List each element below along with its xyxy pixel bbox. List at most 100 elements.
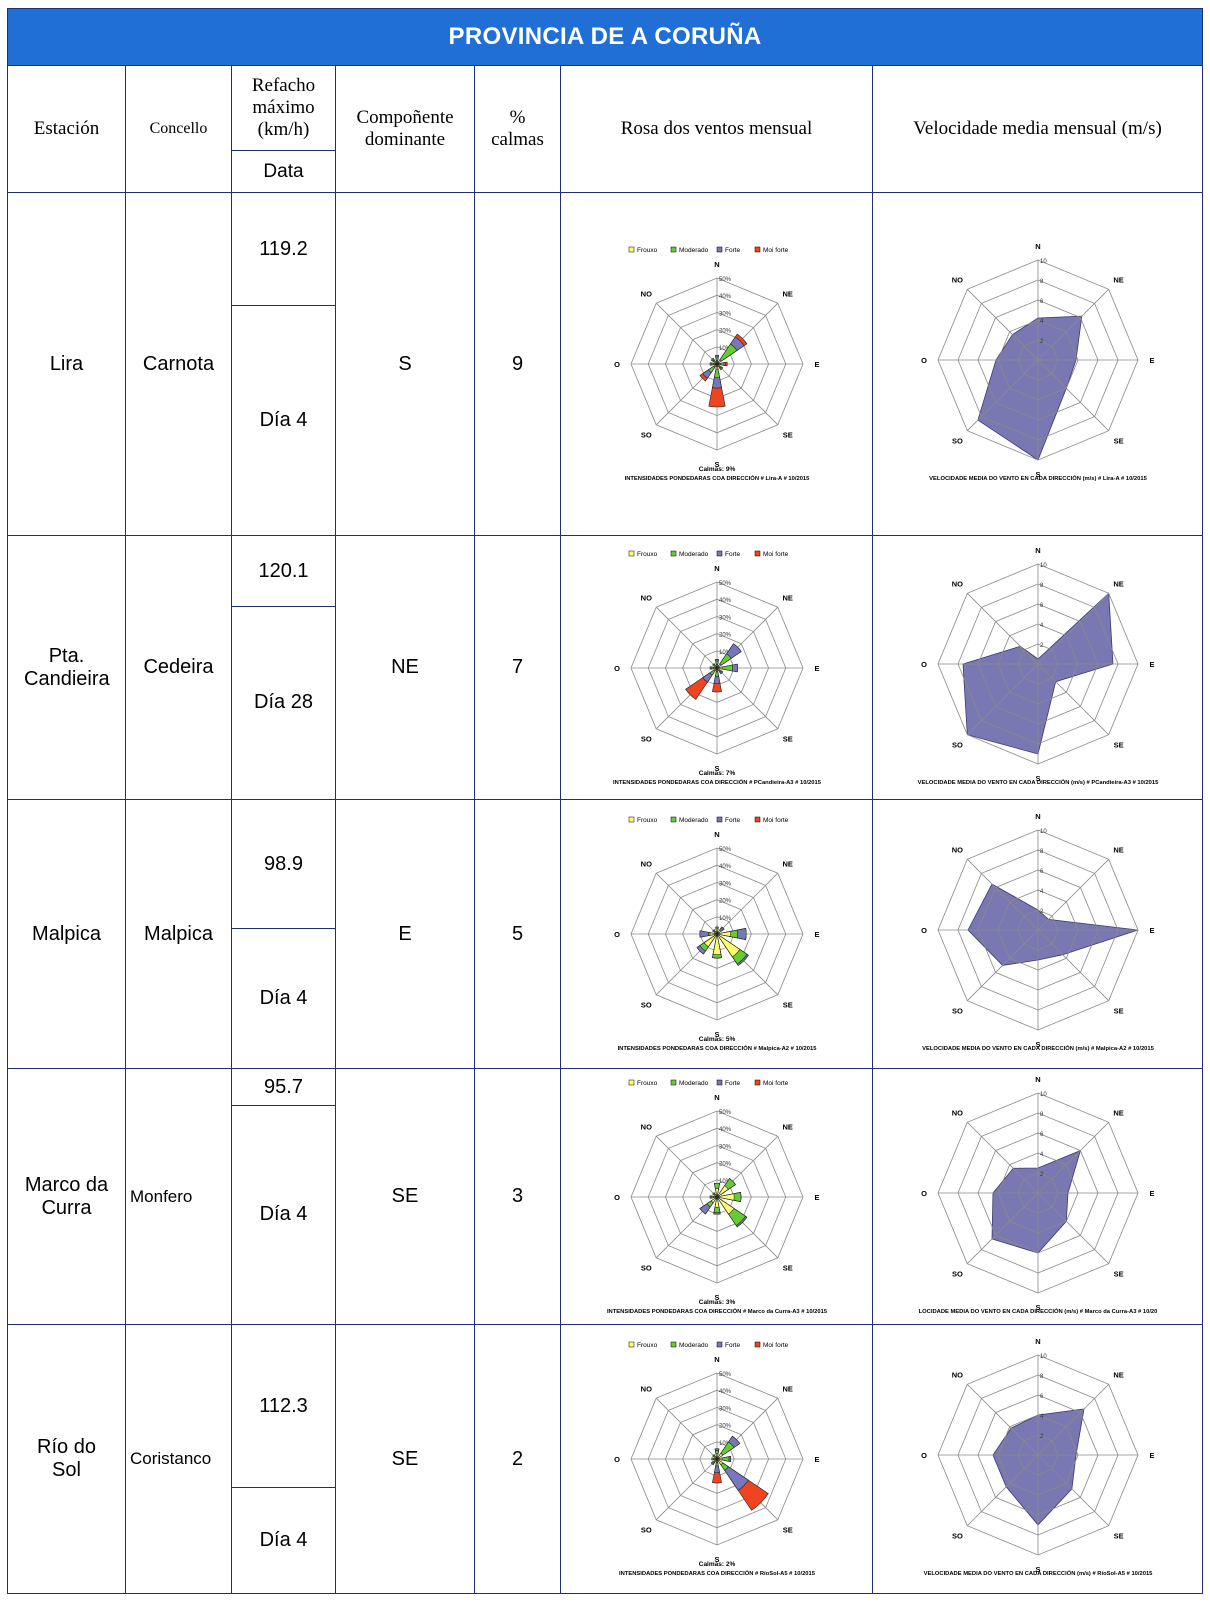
grid-spoke	[655, 1458, 717, 1521]
direction-label: E	[814, 664, 819, 673]
rose-wedge	[710, 1196, 717, 1203]
chart-legend: Frouxo Moderado Forte Moi forte	[628, 1079, 788, 1087]
direction-label: S	[714, 1030, 719, 1039]
wind-rose-cell: Frouxo Moderado Forte Moi forte N NE E SE S SO O NO…	[560, 535, 873, 800]
tick-label: 4	[1040, 1152, 1044, 1158]
station-row: Marco da Curra Monfero 95.7 Día 4 SE 3 Frouxo M…	[7, 1068, 1204, 1325]
concello-name: Malpica	[125, 799, 232, 1069]
direction-label: NO	[640, 289, 651, 298]
refacho-cell: 120.1 Día 28	[231, 535, 336, 800]
wind-rose-cell: Frouxo Moderado Forte Moi forte N NE E SE S SO O NO…	[560, 1324, 873, 1594]
grid-spoke	[655, 1135, 717, 1197]
rose-wedge	[716, 929, 722, 935]
direction-label: SE	[1113, 437, 1123, 446]
rose-wedge	[713, 360, 717, 365]
calmas-percent: 2	[474, 1324, 561, 1594]
refacho-value: 95.7	[232, 1069, 335, 1106]
rose-caption: INTENSIDADES PONDEDARAS COA DIRECCIÓN # …	[624, 474, 810, 482]
tick-label: 40%	[719, 1389, 732, 1395]
grid-spoke	[1037, 1121, 1109, 1193]
grid-spoke	[1037, 929, 1109, 1001]
speed-radar-chart: N NE E SE S SO O NO 2 4 6 8 10 VELOCIDADE MEDIA DO VE…	[917, 548, 1159, 786]
direction-label: S	[1035, 470, 1040, 479]
direction-label: S	[714, 1293, 719, 1302]
grid-spoke	[1037, 1454, 1109, 1526]
legend-label: Forte	[725, 1342, 741, 1349]
direction-label: NE	[1113, 1370, 1123, 1379]
tick-label: 6	[1040, 299, 1044, 305]
direction-label: E	[814, 930, 819, 939]
tick-label: 40%	[719, 1127, 732, 1133]
direction-label: N	[1035, 1339, 1040, 1346]
legend-swatch	[716, 1341, 722, 1348]
direction-label: E	[1149, 1451, 1154, 1460]
tick-label: 6	[1040, 603, 1044, 609]
direction-label: SE	[1113, 1532, 1123, 1541]
refacho-value: 112.3	[232, 1325, 335, 1488]
legend-label: Forte	[725, 551, 741, 558]
tick-label: 40%	[719, 598, 732, 604]
direction-label: NE	[782, 1384, 792, 1393]
rose-wedge	[714, 667, 719, 677]
tick-label: 30%	[719, 615, 732, 621]
direction-label: S	[714, 460, 719, 469]
tick-label: 4	[1040, 1414, 1044, 1420]
tick-label: 10%	[719, 649, 732, 655]
dominant-component: S	[335, 192, 475, 536]
rose-wedge	[716, 1458, 723, 1466]
speed-radar-chart: N NE E SE S SO O NO 2 4 6 8 10 LOCIDADE MEDIA DO VENT…	[918, 1077, 1157, 1315]
wind-rose-cell: Frouxo Moderado Forte Moi forte N NE E SE S SO O NO…	[560, 799, 873, 1069]
tick-label: 2	[1040, 909, 1044, 915]
rose-wedge	[716, 363, 720, 368]
legend-label: Moderado	[679, 247, 709, 254]
station-row: Río do Sol Coristanco 112.3 Día 4 SE 2 Frouxo M…	[7, 1324, 1204, 1594]
tick-label: 2	[1040, 643, 1044, 649]
tick-label: 20%	[719, 632, 732, 638]
wind-rose-chart: Frouxo Moderado Forte Moi forte N NE E SE S SO O NO…	[613, 550, 821, 786]
direction-label: NE	[782, 859, 792, 868]
direction-label: E	[1149, 356, 1154, 365]
rose-wedge	[712, 666, 717, 669]
rose-wedge	[715, 360, 718, 365]
direction-label: E	[1149, 660, 1154, 669]
grid-spoke	[966, 1121, 1038, 1193]
concello-name: Monfero	[125, 1068, 232, 1325]
tick-label: 20%	[719, 1424, 732, 1430]
rose-wedge	[713, 363, 717, 368]
tick-label: 50%	[719, 277, 732, 283]
grid-spoke	[716, 667, 778, 729]
tick-label: 10	[1040, 829, 1047, 835]
legend-label: Moderado	[679, 551, 709, 558]
legend-label: Moi forte	[763, 817, 789, 824]
legend-label: Moi forte	[763, 551, 789, 558]
station-name: Marco da Curra	[7, 1068, 126, 1325]
legend-swatch	[754, 246, 760, 253]
direction-label: SO	[952, 1269, 963, 1278]
tick-label: 8	[1040, 279, 1044, 285]
direction-label: O	[614, 930, 620, 939]
legend-swatch	[716, 1079, 722, 1085]
speed-cell: N NE E SE S SO O NO 2 4 6 8 10 VELOCIDADE MEDIA DO VE…	[871, 192, 1204, 536]
direction-label: O	[614, 1455, 620, 1464]
legend-swatch	[754, 1341, 760, 1348]
rose-caption: INTENSIDADES PONDEDARAS COA DIRECCIÓN # …	[606, 1307, 827, 1315]
rose-wedge	[716, 664, 733, 671]
direction-label: SO	[640, 1526, 651, 1535]
station-row: Malpica Malpica 98.9 Día 4 E 5 Frouxo Moderado F…	[7, 799, 1204, 1069]
speed-caption: VELOCIDADE MEDIA DO VENTO EN CADA DIRECC…	[922, 1044, 1154, 1052]
legend-label: Moi forte	[763, 1342, 789, 1349]
grid-spoke	[1037, 1192, 1109, 1264]
legend-label: Frouxo	[637, 1080, 658, 1087]
tick-label: 10	[1040, 1354, 1047, 1360]
tick-label: 50%	[719, 847, 732, 853]
rose-wedge	[716, 667, 720, 671]
rose-wedge	[716, 1452, 723, 1460]
rose-wedge	[713, 664, 717, 668]
speed-area	[992, 1408, 1085, 1526]
direction-label: NO	[640, 1384, 651, 1393]
dominant-component: SE	[335, 1324, 475, 1594]
rose-wedge	[715, 667, 718, 672]
legend-swatch	[670, 1341, 676, 1348]
dominant-component: NE	[335, 535, 475, 800]
wind-rose-cell: Frouxo Moderado Forte Moi forte N NE E SE S SO O NO…	[560, 1068, 873, 1325]
